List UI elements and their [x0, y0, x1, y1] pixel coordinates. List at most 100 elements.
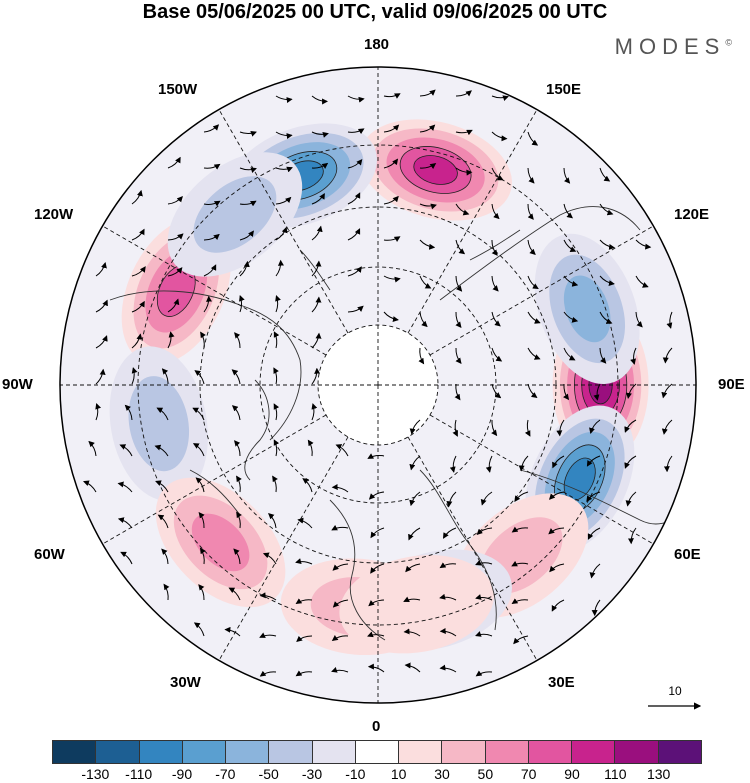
- wind-arrow: [117, 517, 133, 529]
- wind-arrow: [491, 347, 503, 362]
- wind-arrow: [234, 440, 241, 457]
- wind-arrow: [491, 203, 500, 220]
- wind-arrow: [439, 628, 457, 637]
- wind-arrow: [491, 95, 509, 102]
- wind-arrow: [239, 230, 254, 241]
- wind-arrow: [383, 93, 401, 99]
- wind-arrow: [194, 370, 205, 385]
- wind-arrow: [167, 298, 180, 313]
- wind-arrow: [296, 635, 313, 642]
- wind-arrow: [347, 95, 365, 103]
- wind-arrow: [383, 158, 399, 169]
- colorbar-tick-label: 110: [604, 766, 627, 782]
- colorbar-tick-label: 130: [646, 766, 671, 782]
- wind-arrow: [455, 239, 466, 255]
- wind-arrow: [661, 383, 673, 399]
- wind-arrow: [475, 559, 493, 566]
- wind-arrow: [331, 667, 349, 673]
- colorbar-tick-label: -50: [258, 766, 279, 782]
- wind-arrow: [586, 491, 601, 502]
- wind-arrow: [332, 599, 349, 608]
- wind-arrow: [439, 664, 457, 673]
- wind-arrow: [419, 203, 437, 210]
- coastline: [419, 469, 497, 631]
- wind-arrow: [275, 131, 293, 140]
- wind-arrow: [297, 517, 313, 529]
- wind-arrow: [666, 311, 673, 329]
- wind-arrow: [273, 331, 280, 349]
- meridian-line: [407, 109, 538, 334]
- wind-arrow: [311, 332, 322, 349]
- wind-arrow: [347, 305, 364, 313]
- wind-arrow: [409, 419, 421, 435]
- wind-arrow: [131, 189, 143, 205]
- wind-arrow: [167, 196, 183, 205]
- wind-arrow: [157, 514, 169, 529]
- wind-arrow: [203, 264, 217, 277]
- wind-arrow: [331, 635, 349, 642]
- wind-arrow: [625, 383, 637, 399]
- wind-arrow: [563, 275, 579, 287]
- anomaly-contour: [563, 275, 611, 343]
- wind-arrow: [273, 367, 279, 385]
- coastline: [109, 290, 302, 441]
- wind-arrow: [268, 513, 277, 529]
- wind-arrow: [549, 563, 565, 573]
- coastline: [244, 379, 270, 481]
- wind-arrow: [167, 267, 183, 277]
- wind-arrow: [524, 419, 531, 437]
- wind-arrow: [131, 228, 145, 241]
- lon-label-150e: 150E: [546, 81, 582, 98]
- coastline: [299, 249, 331, 291]
- wind-arrow: [442, 527, 457, 539]
- reference-wind-vector: 10: [640, 684, 710, 720]
- wind-arrow: [403, 596, 421, 602]
- wind-arrow: [593, 383, 601, 401]
- wind-arrow: [163, 583, 170, 601]
- wind-arrow: [131, 367, 138, 385]
- wind-arrow: [551, 599, 565, 612]
- anomaly-contour: [413, 155, 458, 185]
- wind-arrow: [124, 404, 133, 421]
- colorbar-swatch: [485, 741, 529, 763]
- wind-arrow: [368, 599, 385, 607]
- wind-arrow: [275, 166, 293, 173]
- wind-arrow: [311, 225, 323, 241]
- wind-arrow: [661, 419, 673, 435]
- wind-arrow: [131, 266, 146, 277]
- wind-arrow: [302, 478, 313, 493]
- wind-arrow: [589, 563, 601, 579]
- colorbar-swatch: [399, 741, 443, 763]
- wind-arrow: [383, 311, 399, 323]
- wind-arrow: [311, 260, 322, 277]
- lon-label-0: 0: [372, 718, 381, 735]
- colorbar-swatch: [658, 741, 701, 763]
- wind-arrow: [589, 419, 601, 434]
- wind-arrow: [480, 491, 493, 506]
- lon-label-180: 180: [364, 36, 390, 53]
- wind-arrow: [599, 239, 616, 250]
- colorbar-tick-label: 30: [434, 766, 450, 782]
- wind-arrow: [311, 131, 329, 138]
- colorbar-tick-label: -130: [81, 766, 110, 782]
- colorbar-swatch: [182, 741, 227, 763]
- wind-arrow: [198, 511, 205, 529]
- wind-arrow: [167, 156, 181, 169]
- positive-anomaly-center: [359, 119, 512, 221]
- wind-arrow: [599, 275, 615, 287]
- wind-arrow: [239, 131, 257, 137]
- wind-arrow: [563, 203, 574, 219]
- wind-arrow: [452, 419, 458, 437]
- wind-arrow: [563, 311, 579, 323]
- wind-arrow: [239, 295, 245, 313]
- wind-arrow: [635, 311, 643, 328]
- wind-arrow: [311, 403, 318, 421]
- wind-arrow: [439, 562, 457, 569]
- wind-arrow: [527, 275, 539, 290]
- colorbar-tick-label: 70: [520, 766, 537, 782]
- wind-arrow: [476, 527, 493, 536]
- wind-arrow: [331, 484, 349, 493]
- wind-arrow: [275, 295, 281, 313]
- wind-arrow: [259, 592, 277, 601]
- wind-arrow: [418, 347, 425, 365]
